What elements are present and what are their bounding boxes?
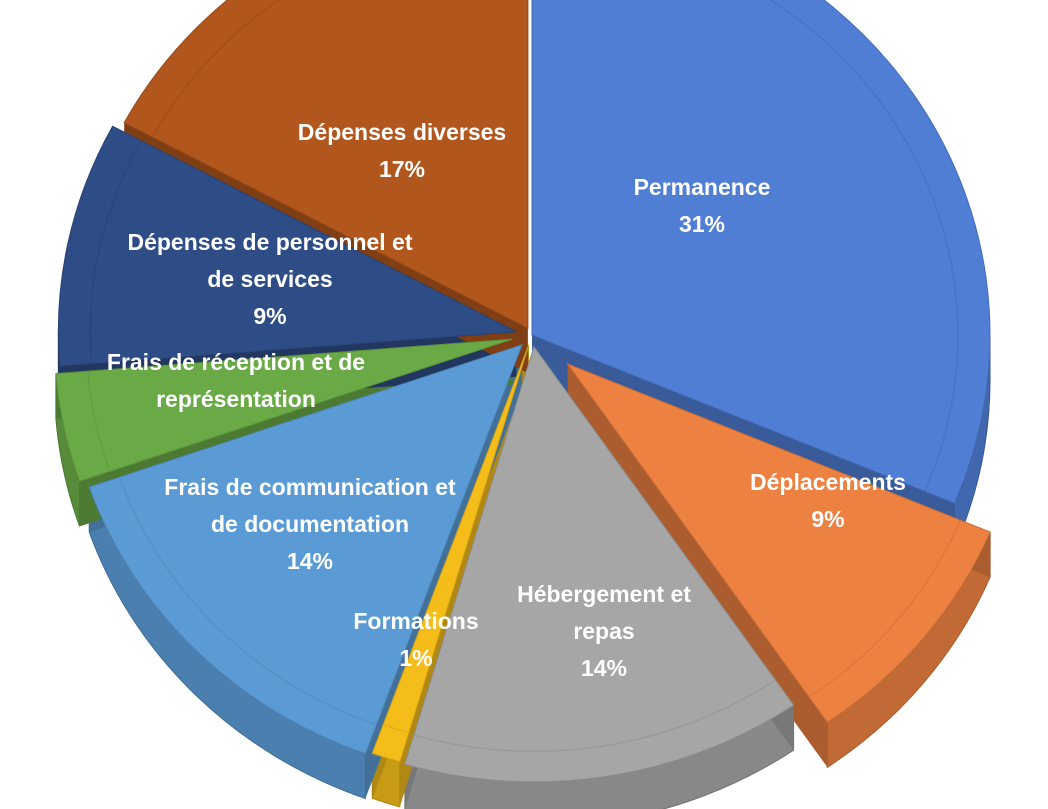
pie-bevel-0 — [769, 0, 959, 492]
data-labels: Permanence 31% Déplacements 9% Hébergement e… — [107, 119, 906, 681]
data-label-2-2: 14% — [581, 655, 627, 681]
pie-bevel-4 — [118, 476, 377, 726]
data-label-7-0: Dépenses diverses — [298, 119, 506, 145]
pie-slice-4 — [88, 344, 523, 755]
data-label-3-0: Formations — [353, 608, 478, 634]
data-label-6-0: Dépenses de personnel et — [127, 229, 412, 255]
pie-slice-3 — [371, 344, 530, 763]
pie-bevel-5 — [87, 371, 111, 472]
data-label-4-0: Frais de communication et — [164, 474, 456, 500]
data-label-4-1: de documentation — [211, 511, 409, 537]
pie-slice-0 — [531, 0, 991, 504]
pie-slice-7 — [123, 0, 529, 329]
pie-slice-2 — [404, 345, 795, 783]
pie-slice-6 — [57, 125, 519, 367]
data-label-2-0: Hébergement et — [517, 581, 691, 607]
data-label-2-1: repas — [573, 618, 634, 644]
pie-tops — [55, 0, 991, 783]
pie-bevel-6 — [89, 140, 142, 364]
pie-bevel-2 — [413, 679, 776, 753]
data-label-1-0: Déplacements — [750, 469, 906, 495]
data-label-1-1: 9% — [811, 506, 844, 532]
pie-bevel-3 — [382, 723, 410, 734]
data-label-6-2: 9% — [253, 303, 286, 329]
data-label-0-0: Permanence — [634, 174, 771, 200]
pie-slice-1 — [566, 362, 991, 723]
data-label-4-2: 14% — [287, 548, 333, 574]
data-label-5-0: Frais de réception et de — [107, 349, 365, 375]
data-label-0-1: 31% — [679, 211, 725, 237]
data-label-6-1: de services — [207, 266, 332, 292]
data-label-7-1: 17% — [379, 156, 425, 182]
data-label-5-1: représentation — [156, 386, 316, 412]
pie-bevel-1 — [808, 519, 962, 698]
data-label-3-1: 1% — [399, 645, 432, 671]
pie-slice-5 — [55, 338, 513, 482]
pie-bevel-7 — [151, 0, 281, 138]
